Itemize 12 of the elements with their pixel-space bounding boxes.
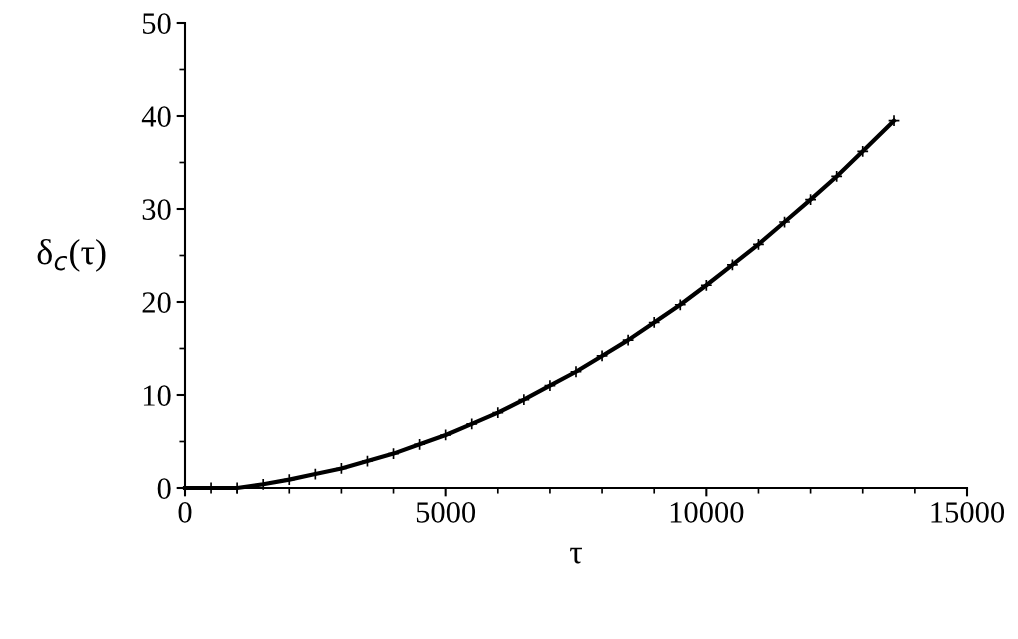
x-tick-label: 10000 xyxy=(670,502,744,523)
x-tick-label: 0 xyxy=(178,502,192,523)
y-tick-label: 10 xyxy=(143,385,171,406)
y-tick-label: 0 xyxy=(157,478,171,499)
y-tick-label: 30 xyxy=(142,199,171,220)
x-tick-label: 5000 xyxy=(416,502,476,523)
x-axis-title: τ xyxy=(570,547,582,564)
x-tick-label: 15000 xyxy=(931,502,1005,523)
y-tick-label: 50 xyxy=(143,13,171,34)
y-tick-label: 20 xyxy=(142,292,171,313)
y-axis-title: δ$_{c}$(τ) xyxy=(37,238,106,272)
y-tick-label: 40 xyxy=(141,106,171,127)
